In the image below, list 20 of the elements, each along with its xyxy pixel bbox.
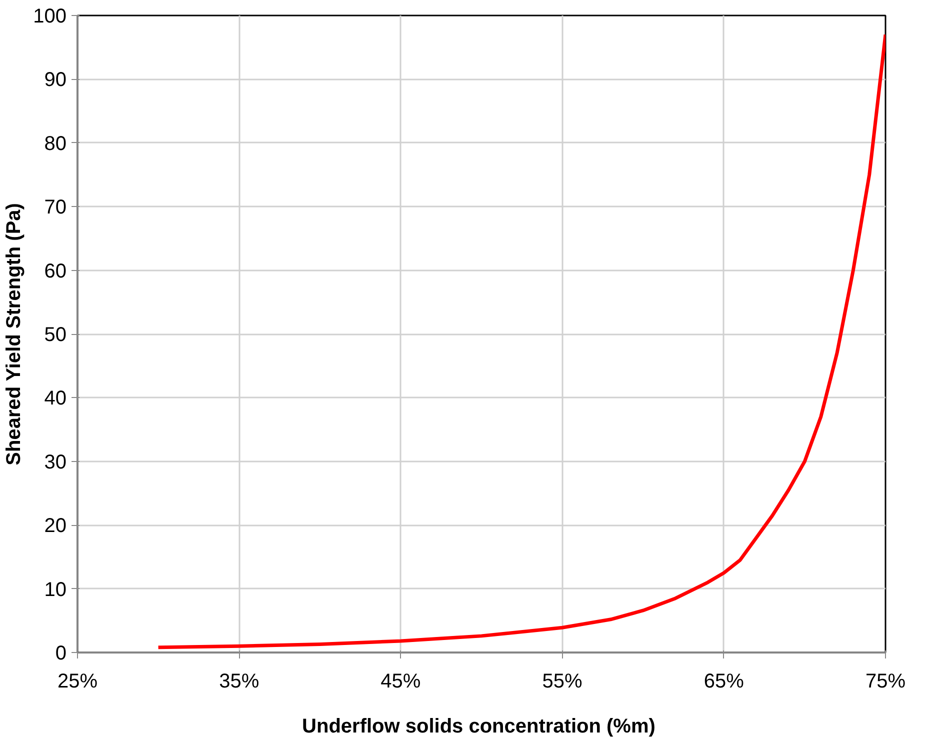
x-tick-label: 65%: [704, 670, 744, 692]
y-tick-label: 20: [44, 515, 67, 538]
y-tick-label: 70: [44, 196, 67, 219]
y-tick-label: 0: [55, 642, 66, 664]
x-tick-label: 25%: [57, 670, 98, 692]
line-series: [156, 32, 886, 650]
x-axis-title: Underflow solids concentration (%m): [302, 716, 656, 738]
y-tick-label: 40: [44, 388, 67, 410]
x-tick-label: 55%: [542, 670, 583, 692]
y-tick-label: 30: [44, 451, 67, 474]
y-tick-label: 60: [44, 260, 67, 282]
x-tick-label: 45%: [380, 670, 421, 692]
y-axis-title: Sheared Yield Strength (Pa): [3, 203, 26, 466]
y-tick-label: 10: [44, 578, 67, 601]
x-tick-label: 75%: [865, 670, 906, 692]
x-tick-label: 35%: [219, 670, 260, 692]
y-tick-label: 50: [44, 324, 67, 346]
y-tick-label: 100: [33, 6, 67, 28]
y-tick-label: 80: [44, 132, 67, 155]
y-tick-label: 90: [44, 69, 67, 92]
